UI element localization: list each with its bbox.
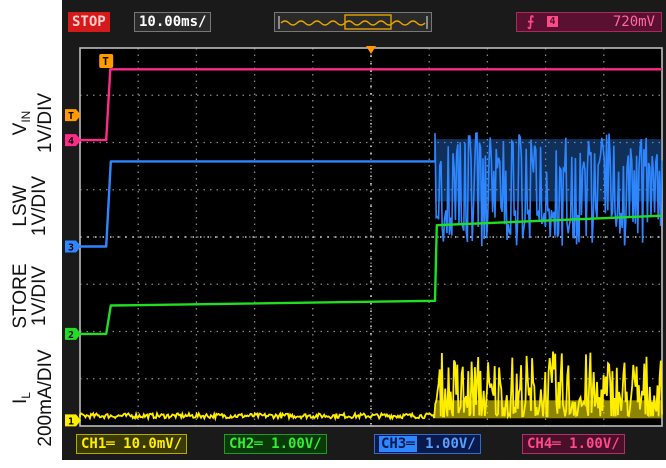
ch2-ground-marker: [65, 327, 81, 340]
store-trace: [80, 214, 663, 336]
trigger-level-readout: 720mV: [612, 14, 655, 30]
waveform-overview-icon: [278, 14, 428, 30]
trigger-edge-icon: ⨍: [527, 14, 535, 30]
trigger-level-marker-label: T: [68, 111, 74, 122]
trigger-level-marker: [65, 109, 81, 122]
ch1-scale[interactable]: CH1═ 10.0mV/: [76, 434, 188, 454]
trigger-source-icon: 4: [547, 16, 558, 27]
ch4-ground-marker-label: 4: [68, 136, 74, 147]
ch2-scale[interactable]: CH2═ 1.00V/: [224, 434, 327, 454]
record-overview[interactable]: [274, 12, 432, 32]
il-label: IL 200mA/DIV: [10, 349, 56, 447]
ch3-selected-icon: CH3═: [379, 436, 417, 452]
ch2-ground-marker-label: 2: [68, 330, 74, 341]
ch4-scale[interactable]: CH4═ 1.00V/: [522, 434, 625, 454]
horizontal-position-marker: [366, 46, 376, 54]
ch1-ground-marker: [65, 414, 81, 427]
lsw-trace: [80, 160, 435, 248]
channel-labels: VIN 1V/DIV LSW 1V/DIV STORE 1V/DIV IL 200m…: [0, 0, 62, 460]
ch3-ground-marker: [65, 240, 81, 253]
vin-trace: [80, 68, 662, 142]
ch1-ground-marker-label: 1: [68, 416, 74, 427]
waveform-screen: 4 3 2 1 T T: [65, 46, 663, 427]
run-state-badge[interactable]: STOP: [68, 12, 110, 32]
lsw-switching-trace: [434, 131, 663, 247]
oscilloscope-display: STOP 10.00ms/ ⨍ 4 720mV 4 3 2 1 T T CH1═ 10.0…: [62, 0, 666, 460]
trigger-time-marker-label: T: [102, 55, 109, 68]
timebase-readout[interactable]: 10.00ms/: [134, 12, 212, 32]
trigger-settings[interactable]: ⨍ 4 720mV: [516, 12, 662, 32]
ch4-ground-marker: [65, 134, 81, 147]
trigger-time-marker: [99, 54, 114, 68]
lsw-switching-envelope: [435, 139, 662, 202]
ch3-scale[interactable]: CH3═ 1.00V/: [374, 434, 481, 454]
il-burst-fill: [435, 400, 662, 419]
ch3-ground-marker-label: 3: [68, 242, 74, 253]
